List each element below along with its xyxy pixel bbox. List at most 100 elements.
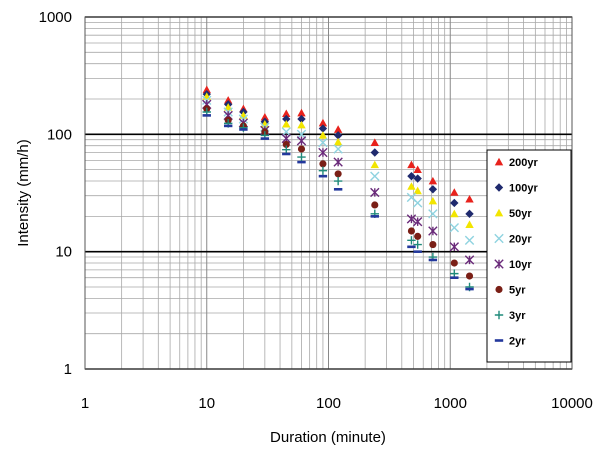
data-point <box>282 152 291 156</box>
data-point <box>223 96 233 104</box>
series-20yr <box>202 95 475 245</box>
series-200yr <box>202 85 474 203</box>
legend-marker <box>494 208 504 217</box>
data-point <box>428 209 438 219</box>
data-point <box>449 242 460 252</box>
data-point <box>318 147 328 158</box>
data-point <box>223 124 233 128</box>
legend-marker <box>495 285 503 294</box>
data-point <box>282 145 291 154</box>
data-point <box>407 171 416 181</box>
x-tick-label: 100 <box>316 395 341 412</box>
y-axis-title: Intensity (mm/h) <box>15 139 32 247</box>
data-point <box>282 120 291 128</box>
data-point <box>260 112 270 121</box>
data-point <box>318 118 328 127</box>
data-point <box>297 114 306 124</box>
data-point <box>412 217 423 227</box>
legend-marker <box>494 157 504 166</box>
data-point <box>334 170 342 178</box>
data-point <box>428 196 438 205</box>
data-point <box>202 114 211 117</box>
data-points <box>202 85 475 292</box>
data-point <box>465 209 474 219</box>
data-point <box>465 195 474 203</box>
data-point <box>296 136 307 146</box>
data-point <box>413 174 422 183</box>
data-point <box>282 140 290 149</box>
data-point <box>407 227 416 235</box>
data-point <box>282 114 291 124</box>
data-point <box>407 245 416 249</box>
data-point <box>413 165 422 174</box>
data-point <box>297 145 306 153</box>
data-point <box>202 85 211 94</box>
data-point <box>464 255 475 265</box>
data-point <box>412 198 423 208</box>
data-point <box>450 209 459 218</box>
legend-label: 5yr <box>509 285 526 297</box>
data-point <box>281 127 291 137</box>
data-point <box>370 187 380 198</box>
legend-marker <box>494 339 504 342</box>
legend-label: 200yr <box>509 157 538 169</box>
data-point <box>333 137 343 146</box>
data-point <box>450 276 459 279</box>
legend: 200yr 100yr 50yr 20yr 10yr 5yr 3yr 2yr <box>486 149 572 363</box>
y-tick-label: 100 <box>47 126 72 143</box>
data-point <box>318 174 328 178</box>
y-tick-label: 10 <box>55 244 72 261</box>
legend-marker <box>494 310 504 320</box>
x-tick-label: 1000 <box>434 395 467 412</box>
data-point <box>333 125 343 133</box>
data-point <box>333 157 343 167</box>
data-point <box>371 201 379 209</box>
legend-marker <box>494 233 504 244</box>
legend-label: 2yr <box>509 336 526 348</box>
data-point <box>319 160 327 168</box>
data-point <box>407 182 416 190</box>
data-point <box>449 223 460 233</box>
data-point <box>465 272 474 280</box>
data-point <box>414 232 422 240</box>
legend-marker <box>494 183 504 192</box>
series-3yr <box>202 107 474 292</box>
legend-label: 20yr <box>509 234 532 246</box>
data-point <box>370 160 379 169</box>
series-50yr <box>202 92 474 228</box>
data-point <box>223 103 233 111</box>
data-point <box>450 259 458 267</box>
data-point <box>282 109 291 118</box>
data-point <box>370 138 379 146</box>
data-point <box>260 137 270 140</box>
series-10yr <box>202 99 475 265</box>
data-point <box>297 152 306 162</box>
series-2yr <box>202 114 474 291</box>
data-point <box>465 220 474 228</box>
data-point <box>413 250 422 253</box>
data-point <box>297 160 306 164</box>
data-point <box>333 144 343 154</box>
data-point <box>297 120 306 129</box>
data-point <box>406 214 417 224</box>
plot-area-border <box>84 16 573 370</box>
x-axis-title: Duration (minute) <box>270 429 386 446</box>
data-point <box>318 131 328 139</box>
data-point <box>428 176 438 185</box>
x-tick-label: 1 <box>81 395 89 412</box>
data-point <box>428 185 438 194</box>
data-point <box>333 188 343 191</box>
data-point <box>413 186 422 195</box>
data-point <box>333 131 343 140</box>
data-point <box>464 235 475 245</box>
data-point <box>413 240 422 249</box>
data-point <box>465 287 474 291</box>
data-point <box>407 236 416 245</box>
data-point <box>370 171 380 181</box>
legend-marker <box>494 259 504 269</box>
data-point <box>407 160 416 169</box>
x-tick-label: 10 <box>198 395 215 412</box>
y-tick-label: 1 <box>64 361 72 378</box>
data-point <box>239 128 248 131</box>
